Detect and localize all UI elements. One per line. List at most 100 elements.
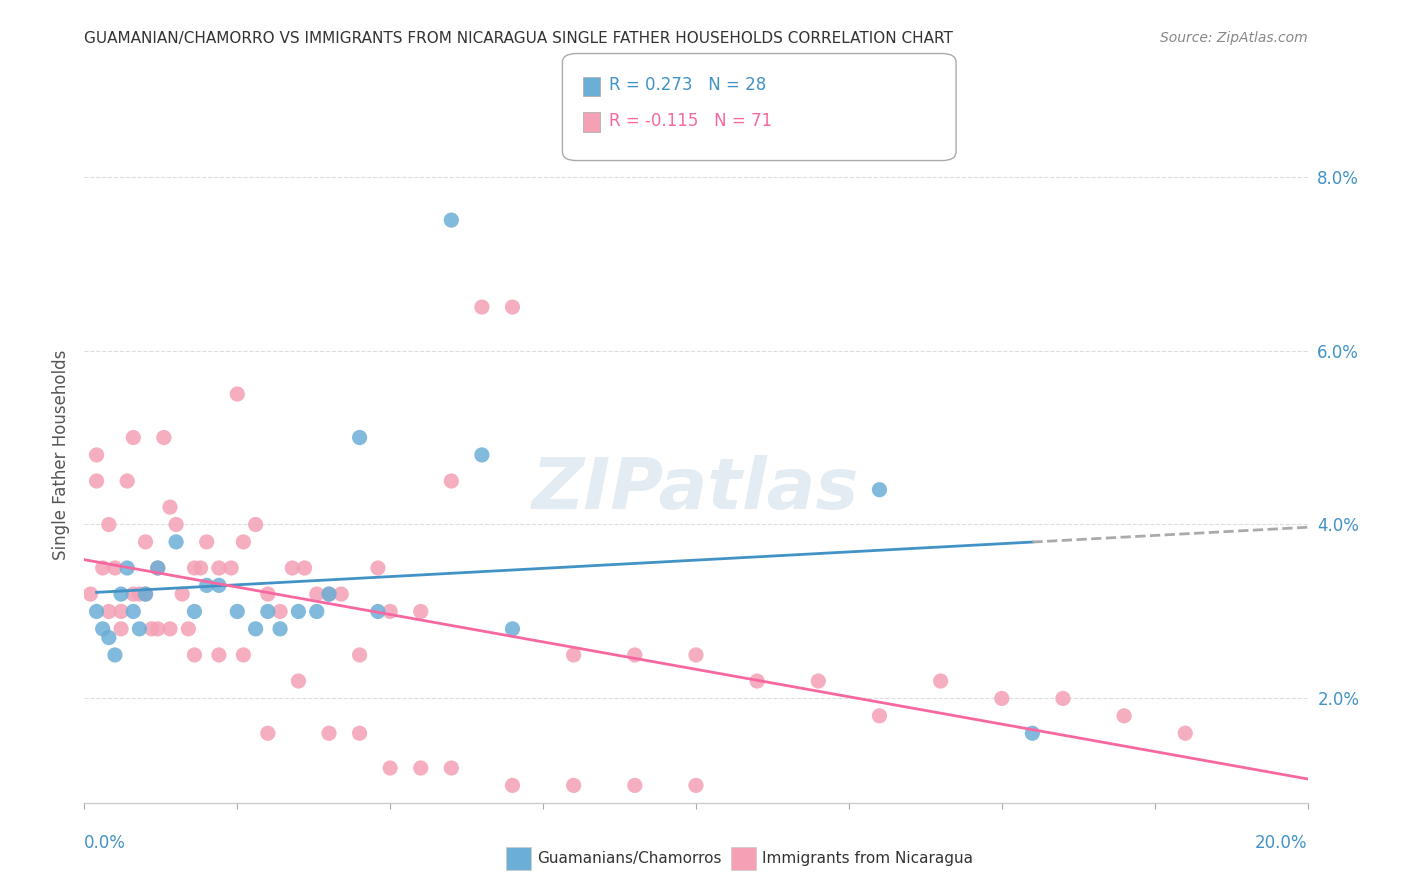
Point: [195, 578, 218, 592]
Text: GUAMANIAN/CHAMORRO VS IMMIGRANTS FROM NICARAGUA SINGLE FATHER HOUSEHOLDS CORRELA: GUAMANIAN/CHAMORRO VS IMMIGRANTS FROM NI…: [84, 31, 953, 46]
Point: [183, 648, 205, 662]
Text: 0.0%: 0.0%: [84, 834, 127, 852]
Point: [91, 561, 114, 575]
Point: [86, 448, 108, 462]
Point: [165, 534, 187, 549]
Point: [349, 430, 371, 444]
Point: [232, 534, 254, 549]
Text: 20.0%: 20.0%: [1256, 834, 1308, 852]
Point: [128, 587, 150, 601]
Text: Source: ZipAtlas.com: Source: ZipAtlas.com: [1160, 31, 1308, 45]
Point: [367, 561, 389, 575]
Point: [146, 561, 169, 575]
Point: [208, 561, 231, 575]
Point: [807, 674, 830, 689]
Point: [1052, 691, 1074, 706]
Point: [91, 622, 114, 636]
Point: [122, 587, 145, 601]
Point: [287, 674, 309, 689]
Point: [440, 474, 463, 488]
Point: [747, 674, 769, 689]
Text: ZIPatlas: ZIPatlas: [533, 455, 859, 524]
Point: [305, 605, 328, 619]
Point: [190, 561, 212, 575]
Point: [502, 778, 524, 792]
Text: Guamanians/Chamorros: Guamanians/Chamorros: [537, 852, 721, 866]
Point: [257, 587, 280, 601]
Point: [232, 648, 254, 662]
Point: [869, 483, 891, 497]
Point: [141, 622, 163, 636]
Point: [269, 622, 291, 636]
Point: [330, 587, 353, 601]
Point: [440, 761, 463, 775]
Point: [183, 561, 205, 575]
Point: [86, 605, 108, 619]
Point: [226, 387, 249, 401]
Point: [367, 605, 389, 619]
Point: [409, 761, 432, 775]
Point: [172, 587, 194, 601]
Point: [183, 605, 205, 619]
Point: [104, 648, 127, 662]
Point: [929, 674, 952, 689]
Point: [991, 691, 1014, 706]
Point: [104, 561, 127, 575]
Point: [135, 587, 157, 601]
Point: [159, 500, 181, 514]
Point: [440, 213, 463, 227]
Point: [624, 648, 647, 662]
Point: [110, 622, 132, 636]
Point: [86, 474, 108, 488]
Point: [208, 578, 231, 592]
Point: [349, 648, 371, 662]
Point: [562, 648, 585, 662]
Point: [409, 605, 432, 619]
Point: [79, 587, 101, 601]
Point: [624, 778, 647, 792]
Point: [115, 474, 138, 488]
Point: [281, 561, 304, 575]
Point: [380, 605, 402, 619]
Point: [146, 622, 169, 636]
Point: [471, 448, 494, 462]
Point: [269, 605, 291, 619]
Point: [226, 605, 249, 619]
Point: [318, 726, 340, 740]
Point: [502, 622, 524, 636]
Point: [110, 587, 132, 601]
Point: [245, 517, 267, 532]
Point: [122, 430, 145, 444]
Text: R = -0.115   N = 71: R = -0.115 N = 71: [609, 112, 772, 129]
Point: [471, 300, 494, 314]
Point: [177, 622, 200, 636]
Point: [146, 561, 169, 575]
Point: [349, 726, 371, 740]
Point: [380, 761, 402, 775]
Point: [294, 561, 316, 575]
Point: [685, 778, 707, 792]
Point: [153, 430, 176, 444]
Point: [135, 534, 157, 549]
Point: [305, 587, 328, 601]
Point: [502, 300, 524, 314]
Point: [257, 605, 280, 619]
Point: [159, 622, 181, 636]
Y-axis label: Single Father Households: Single Father Households: [52, 350, 70, 560]
Text: R = 0.273   N = 28: R = 0.273 N = 28: [609, 76, 766, 94]
Point: [245, 622, 267, 636]
Point: [110, 605, 132, 619]
Point: [318, 587, 340, 601]
Point: [869, 708, 891, 723]
Point: [97, 631, 120, 645]
Point: [97, 517, 120, 532]
Point: [685, 648, 707, 662]
Text: Immigrants from Nicaragua: Immigrants from Nicaragua: [762, 852, 973, 866]
Point: [165, 517, 187, 532]
Point: [257, 726, 280, 740]
Point: [1114, 708, 1136, 723]
Point: [1174, 726, 1197, 740]
Point: [1021, 726, 1043, 740]
Point: [115, 561, 138, 575]
Point: [128, 622, 150, 636]
